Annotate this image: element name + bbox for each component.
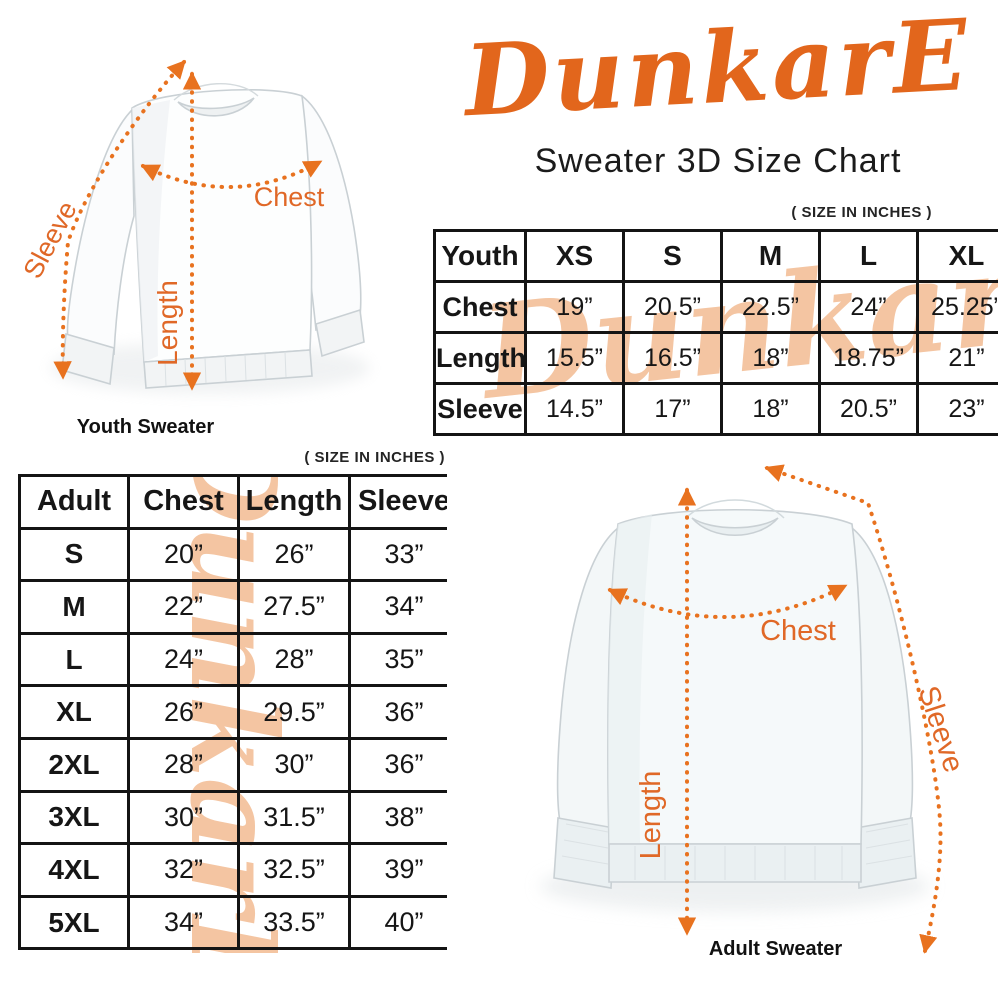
size-value-cell: 19” — [524, 280, 625, 334]
size-value-cell: 39” — [348, 842, 447, 898]
youth-sleeve-label: Sleeve — [17, 196, 82, 283]
column-header: XS — [524, 229, 625, 283]
adult-sleeve-arrow — [764, 464, 943, 954]
adult-length-label: Length — [635, 771, 667, 860]
table-row: L 24” 28” 35” — [18, 631, 447, 688]
size-value-cell: 26” — [127, 684, 240, 740]
table-row: 5XL 34” 33.5” 40” — [18, 894, 447, 951]
row-label: XL — [18, 684, 130, 740]
adult-diagram-caption: Adult Sweater — [708, 938, 843, 960]
youth-diagram-caption: Youth Sweater — [76, 416, 215, 438]
size-value-cell: 40” — [348, 894, 447, 951]
size-value-cell: 24” — [127, 631, 240, 688]
youth-chest-label: Chest — [254, 182, 325, 212]
size-value-cell: 30” — [237, 736, 351, 793]
size-value-cell: 18” — [720, 331, 821, 385]
size-value-cell: 28” — [127, 736, 240, 793]
row-label: Chest — [433, 280, 527, 334]
table-row: Length 15.5” 16.5” 18” 18.75” 21” — [433, 331, 998, 385]
column-header: Sleeve — [348, 474, 447, 530]
size-value-cell: 24” — [818, 280, 919, 334]
row-label: 2XL — [18, 736, 130, 793]
header-row: Youth XS S M L XL — [433, 229, 998, 283]
size-value-cell: 27.5” — [237, 579, 351, 635]
size-value-cell: 18.75” — [818, 331, 919, 385]
size-value-cell: 36” — [348, 736, 447, 793]
size-value-cell: 26” — [237, 526, 351, 583]
size-value-cell: 31.5” — [237, 789, 351, 846]
size-value-cell: 28” — [237, 631, 351, 688]
size-value-cell: 21” — [916, 331, 998, 385]
youth-table-section: DunkarE Youth XS S M L XL Chest 19” 20.5” 22.5” 24… — [433, 229, 998, 439]
column-header: Adult — [18, 474, 130, 530]
size-note-adult: ( SIZE IN INCHES ) — [304, 449, 445, 466]
size-value-cell: 18” — [720, 382, 821, 436]
column-header: S — [622, 229, 723, 283]
size-value-cell: 29.5” — [237, 684, 351, 740]
table-row: 2XL 28” 30” 36” — [18, 736, 447, 793]
table-row: Sleeve 14.5” 17” 18” 20.5” 23” — [433, 382, 998, 436]
size-value-cell: 16.5” — [622, 331, 723, 385]
size-value-cell: 35” — [348, 631, 447, 688]
row-label: 5XL — [18, 894, 130, 951]
youth-sleeve-arrow — [53, 59, 186, 380]
column-header: Youth — [433, 229, 527, 283]
youth-length-label: Length — [152, 280, 183, 366]
column-header: M — [720, 229, 821, 283]
youth-size-table: Youth XS S M L XL Chest 19” 20.5” 22.5” 24” 25.25” L… — [433, 229, 998, 436]
table-row: Chest 19” 20.5” 22.5” 24” 25.25” — [433, 280, 998, 334]
row-label: Sleeve — [433, 382, 527, 436]
size-value-cell: 25.25” — [916, 280, 998, 334]
table-row: S 20” 26” 33” — [18, 526, 447, 583]
row-label: L — [18, 631, 130, 688]
column-header: L — [818, 229, 919, 283]
header-row: Adult Chest Length Sleeve — [18, 474, 447, 530]
size-value-cell: 15.5” — [524, 331, 625, 385]
youth-sweater-diagram: Chest Length Sleeve — [17, 59, 370, 394]
brand-logo: DunkarE — [461, 0, 974, 140]
size-value-cell: 22.5” — [720, 280, 821, 334]
column-header: XL — [916, 229, 998, 283]
adult-sweater-diagram: Chest Length Sleeve — [540, 464, 970, 954]
size-value-cell: 34” — [348, 579, 447, 635]
size-value-cell: 30” — [127, 789, 240, 846]
size-value-cell: 34” — [127, 894, 240, 951]
size-value-cell: 38” — [348, 789, 447, 846]
youth-sweater-illustration — [50, 83, 370, 394]
size-value-cell: 20.5” — [622, 280, 723, 334]
adult-sweater-illustration — [540, 499, 930, 912]
row-label: 3XL — [18, 789, 130, 846]
size-value-cell: 32.5” — [237, 842, 351, 898]
row-label: M — [18, 579, 130, 635]
size-value-cell: 33” — [348, 526, 447, 583]
size-value-cell: 32” — [127, 842, 240, 898]
size-value-cell: 23” — [916, 382, 998, 436]
size-note-youth: ( SIZE IN INCHES ) — [791, 204, 932, 221]
youth-chest-arrow — [140, 160, 323, 189]
page-title: Sweater 3D Size Chart — [534, 142, 902, 180]
size-value-cell: 20” — [127, 526, 240, 583]
table-row: XL 26” 29.5” 36” — [18, 684, 447, 740]
size-value-cell: 22” — [127, 579, 240, 635]
table-row: M 22” 27.5” 34” — [18, 579, 447, 635]
adult-table-section: DunkarE Adult Chest Length Sleeve S 20” 26” 33”… — [18, 474, 447, 953]
size-value-cell: 17” — [622, 382, 723, 436]
size-value-cell: 33.5” — [237, 894, 351, 951]
adult-chest-label: Chest — [760, 615, 836, 647]
row-label: Length — [433, 331, 527, 385]
column-header: Length — [237, 474, 351, 530]
column-header: Chest — [127, 474, 240, 530]
table-row: 3XL 30” 31.5” 38” — [18, 789, 447, 846]
adult-size-table: Adult Chest Length Sleeve S 20” 26” 33” M 22” 27.5… — [18, 474, 447, 951]
table-row: 4XL 32” 32.5” 39” — [18, 842, 447, 898]
row-label: S — [18, 526, 130, 583]
size-value-cell: 14.5” — [524, 382, 625, 436]
adult-sleeve-label: Sleeve — [912, 682, 970, 776]
row-label: 4XL — [18, 842, 130, 898]
size-value-cell: 36” — [348, 684, 447, 740]
size-value-cell: 20.5” — [818, 382, 919, 436]
